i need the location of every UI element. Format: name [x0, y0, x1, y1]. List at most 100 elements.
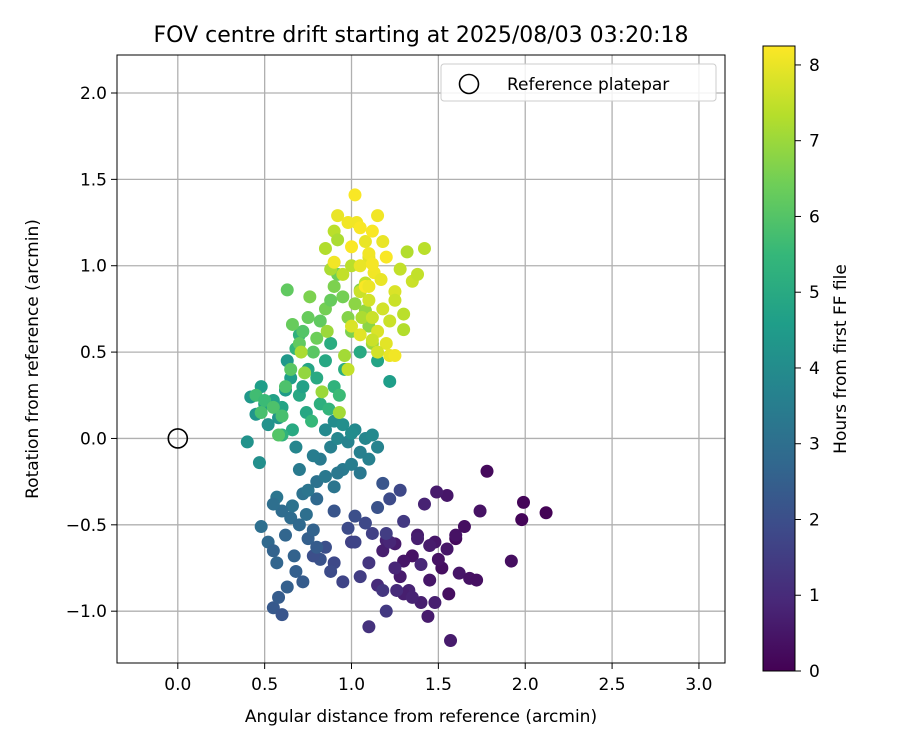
data-point — [504, 554, 518, 568]
data-point — [318, 469, 332, 483]
data-point — [301, 311, 315, 325]
data-point — [371, 440, 385, 454]
data-point — [417, 241, 431, 255]
legend: Reference platepar — [440, 63, 717, 102]
colorbar-tick-label: 4 — [809, 359, 820, 379]
data-point — [331, 431, 345, 445]
data-point — [355, 311, 369, 325]
data-point — [270, 556, 284, 570]
data-point — [306, 523, 320, 537]
data-point — [353, 221, 367, 235]
data-point — [397, 307, 411, 321]
data-point — [336, 290, 350, 304]
data-point — [423, 539, 437, 553]
data-point — [301, 483, 315, 497]
data-point — [299, 507, 313, 521]
data-point — [310, 371, 324, 385]
data-point — [275, 504, 289, 518]
data-point — [296, 575, 310, 589]
data-point — [348, 188, 362, 202]
data-point — [362, 620, 376, 634]
data-point — [313, 314, 327, 328]
data-point — [353, 345, 367, 359]
data-point — [252, 456, 266, 470]
data-point — [457, 520, 471, 534]
data-point — [296, 324, 310, 338]
data-point — [353, 328, 367, 342]
data-point — [310, 331, 324, 345]
data-point — [254, 406, 268, 420]
x-tick-label: 0.0 — [164, 675, 191, 695]
y-axis-ticks: −1.0 −0.5 0.0 0.5 1.0 1.5 2.0 — [66, 84, 117, 622]
data-point — [280, 580, 294, 594]
data-point — [362, 247, 376, 261]
data-point — [470, 573, 484, 587]
data-point — [371, 501, 385, 515]
data-point — [289, 440, 303, 454]
data-point — [275, 409, 289, 423]
data-point — [296, 380, 310, 394]
data-point — [261, 418, 275, 432]
data-point — [383, 374, 397, 388]
data-point — [400, 245, 414, 259]
legend-label: Reference platepar — [507, 75, 669, 95]
data-point — [266, 544, 280, 558]
data-point — [336, 418, 350, 432]
data-point — [371, 209, 385, 223]
data-point — [272, 590, 286, 604]
data-point — [442, 587, 456, 601]
data-point — [388, 561, 402, 575]
data-point — [322, 402, 336, 416]
x-tick-label: 2.5 — [599, 675, 626, 695]
data-point — [327, 279, 341, 293]
legend-box — [440, 63, 717, 102]
data-point — [449, 528, 463, 542]
data-point — [318, 241, 332, 255]
data-point — [348, 297, 362, 311]
data-point — [310, 492, 324, 506]
data-point — [430, 485, 444, 499]
data-point — [345, 457, 359, 471]
data-point — [336, 267, 350, 281]
data-point — [440, 488, 454, 502]
data-point — [390, 583, 404, 597]
data-point — [279, 528, 293, 542]
data-point — [388, 349, 402, 363]
colorbar-tick-label: 8 — [809, 56, 820, 76]
x-tick-label: 1.5 — [425, 675, 452, 695]
data-point — [365, 333, 379, 347]
data-point — [393, 483, 407, 497]
data-point — [365, 257, 379, 271]
data-point — [405, 590, 419, 604]
data-point — [284, 511, 298, 525]
colorbar-tick-label: 2 — [809, 510, 820, 530]
colorbar-frame — [762, 45, 796, 672]
data-point — [310, 540, 324, 554]
data-point — [393, 262, 407, 276]
data-point — [332, 406, 346, 420]
data-point — [480, 464, 494, 478]
data-point — [376, 476, 390, 490]
data-point — [332, 388, 346, 402]
data-point — [336, 575, 350, 589]
data-point — [428, 596, 442, 610]
data-point — [417, 497, 431, 511]
data-point — [306, 449, 320, 463]
data-point — [365, 428, 379, 442]
data-point — [388, 293, 402, 307]
data-point — [440, 542, 454, 556]
data-point — [348, 535, 362, 549]
data-point — [371, 345, 385, 359]
data-point — [411, 267, 425, 281]
data-point — [421, 609, 435, 623]
data-point — [365, 224, 379, 238]
data-point — [358, 235, 372, 249]
y-axis-label: Rotation from reference (arcmin) — [23, 219, 43, 499]
data-point — [285, 499, 299, 513]
data-point — [254, 520, 268, 534]
data-point — [318, 354, 332, 368]
x-tick-label: 0.5 — [251, 675, 278, 695]
y-tick-label: 2.0 — [80, 84, 107, 104]
colorbar-tick-label: 3 — [809, 435, 820, 455]
